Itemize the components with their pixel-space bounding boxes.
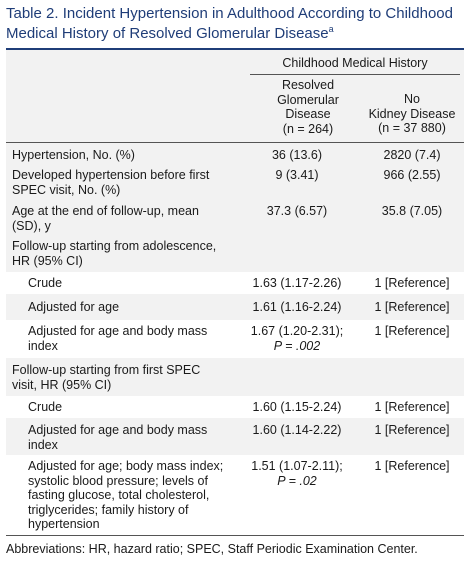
row-value-resolved: 1.60 (1.14-2.22) [252,423,342,437]
group-header: Childhood Medical History [250,50,460,75]
row-label: Adjusted for age; body mass index; systo… [28,459,224,531]
row-value-resolved: 1.67 (1.20-2.31); P = .002 [250,324,344,353]
header-rule [6,142,464,143]
column-header-no-kidney-disease: No Kidney Disease (n = 37 880) [368,92,456,135]
table-row: Adjusted for age and body mass index 1.67… [6,320,464,358]
data-table: Childhood Medical History Resolved Glome… [6,50,464,534]
row-value-resolved: 37.3 (6.57) [266,204,328,218]
row-label: Adjusted for age [28,300,120,314]
table-row: Crude 1.60 (1.15-2.24) 1 [Reference] [6,396,464,418]
top-rule [6,48,464,50]
row-value-resolved: 1.63 (1.17-2.26) [252,276,342,290]
row-value-no-kidney: 2820 (7.4) [383,148,441,162]
section-label: Follow-up starting from first SPEC visit,… [12,363,201,392]
table-row: Age at the end of follow-up, mean (SD), y… [6,202,464,234]
row-value-resolved: 1.61 (1.16-2.24) [252,300,342,314]
section-header-row: Follow-up starting from adolescence, HR (… [6,237,464,269]
row-value-resolved: 9 (3.41) [275,168,319,182]
row-value-no-kidney: 1 [Reference] [374,423,450,437]
row-value-no-kidney: 1 [Reference] [374,459,450,473]
row-value-no-kidney: 966 (2.55) [383,168,441,182]
table-row: Crude 1.63 (1.17-2.26) 1 [Reference] [6,272,464,294]
section-label: Follow-up starting from adolescence, HR (… [12,239,217,268]
row-label: Hypertension, No. (%) [12,148,135,162]
row-value-resolved: 1.60 (1.15-2.24) [252,400,342,414]
table-row: Adjusted for age and body mass index 1.60… [6,420,464,454]
row-label: Adjusted for age and body mass index [28,324,208,353]
row-value-resolved: 36 (13.6) [271,148,323,162]
row-label: Age at the end of follow-up, mean (SD), y [12,204,199,233]
row-label: Crude [28,276,63,290]
row-value-no-kidney: 35.8 (7.05) [381,204,443,218]
row-value-no-kidney: 1 [Reference] [374,300,450,314]
row-value-no-kidney: 1 [Reference] [374,276,450,290]
row-label: Developed hypertension before first SPEC … [12,168,210,197]
group-header-label: Childhood Medical History [282,56,428,70]
bottom-rule [6,535,464,536]
row-label: Crude [28,400,63,414]
section-header-row: Follow-up starting from first SPEC visit,… [6,361,464,393]
title-footnote-marker: a [328,24,334,34]
table-footnote: Abbreviations: HR, hazard ratio; SPEC, S… [6,542,418,556]
table-row: Adjusted for age; body mass index; systo… [6,455,464,534]
table-title: Table 2. Incident Hypertension in Adulth… [6,5,453,42]
row-value-resolved: 1.51 (1.07-2.11); P = .02 [251,459,343,488]
row-value-no-kidney: 1 [Reference] [374,400,450,414]
row-label: Adjusted for age and body mass index [28,423,208,452]
row-value-no-kidney: 1 [Reference] [374,324,450,338]
table-row: Hypertension, No. (%) 36 (13.6) 2820 (7.… [6,146,464,164]
table-row: Developed hypertension before first SPEC … [6,166,464,198]
column-header-resolved: Resolved Glomerular Disease (n = 264) [277,78,339,136]
table-row: Adjusted for age 1.61 (1.16-2.24) 1 [Ref… [6,296,464,318]
